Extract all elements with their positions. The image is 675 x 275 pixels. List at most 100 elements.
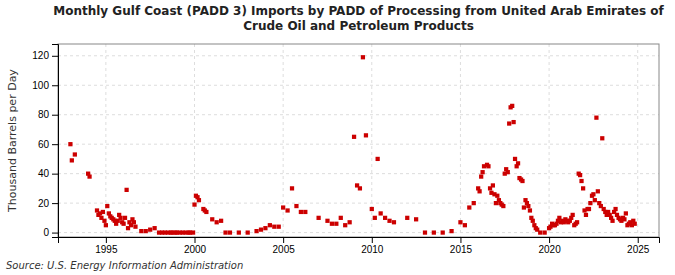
point <box>290 186 294 190</box>
point <box>364 133 368 137</box>
point <box>463 223 467 227</box>
point <box>124 188 128 192</box>
grid-line-x <box>637 44 638 237</box>
point <box>204 210 208 214</box>
point <box>522 205 526 209</box>
point <box>101 210 105 214</box>
point <box>528 208 532 212</box>
grid-line-y <box>58 144 659 145</box>
y-tick-line <box>52 85 58 86</box>
point <box>370 207 374 211</box>
x-axis: 1995200020052010201520202025 <box>59 237 660 255</box>
point <box>588 201 592 205</box>
point <box>70 158 74 162</box>
point <box>507 121 511 125</box>
grid-line-x <box>194 44 195 237</box>
point <box>285 208 289 212</box>
point <box>584 213 588 217</box>
point <box>472 201 476 205</box>
y-tick-line <box>52 144 58 145</box>
point <box>87 174 91 178</box>
grid-line-y <box>58 232 659 233</box>
point <box>299 210 303 214</box>
point <box>259 228 263 232</box>
point <box>197 198 201 202</box>
point <box>477 189 481 193</box>
grid-line-x <box>460 44 461 237</box>
y-tick-line <box>52 56 58 57</box>
point <box>272 225 276 229</box>
y-tick-label: 80 <box>38 109 50 120</box>
point <box>121 222 125 226</box>
point <box>587 207 591 211</box>
point <box>392 220 396 224</box>
y-axis-domain <box>52 45 59 238</box>
point <box>373 216 377 220</box>
point <box>571 213 575 217</box>
x-axis-domain <box>59 238 660 244</box>
y-tick-label: 20 <box>38 198 50 209</box>
point <box>506 170 510 174</box>
y-tick-line <box>52 115 58 116</box>
point <box>383 216 387 220</box>
point <box>622 217 626 221</box>
y-tick-line <box>52 174 58 175</box>
points <box>68 55 637 235</box>
grid-line-y <box>58 55 659 56</box>
point <box>118 216 122 220</box>
point <box>148 228 152 232</box>
x-tick: 2015 <box>450 237 473 255</box>
point <box>510 104 514 108</box>
x-tick-line <box>638 237 639 243</box>
point <box>480 170 484 174</box>
point <box>277 225 281 229</box>
x-tick: 2025 <box>627 237 650 255</box>
point <box>491 183 495 187</box>
y-axis: 0 20 40 60 80 100 120 <box>32 45 58 239</box>
point <box>486 164 490 168</box>
point <box>610 219 614 223</box>
point <box>516 161 520 165</box>
x-tick-label: 2000 <box>184 244 207 255</box>
point <box>361 55 365 59</box>
y-tick-line <box>52 203 58 204</box>
point <box>531 219 535 223</box>
point <box>613 207 617 211</box>
point <box>593 198 597 202</box>
x-tick-line <box>460 237 461 243</box>
point <box>596 189 600 193</box>
point <box>68 142 72 146</box>
point <box>467 205 471 209</box>
point <box>139 229 143 233</box>
point <box>303 210 307 214</box>
grid-line-y <box>58 85 659 86</box>
y-tick: 40 <box>38 168 58 179</box>
point <box>316 216 320 220</box>
point <box>334 222 338 226</box>
point <box>624 211 628 215</box>
point <box>219 219 223 223</box>
point <box>543 230 547 234</box>
point <box>352 135 356 139</box>
y-tick: 120 <box>32 50 58 61</box>
y-tick-label: 60 <box>38 139 50 150</box>
point <box>294 204 298 208</box>
point <box>254 229 258 233</box>
y-tick-label: 100 <box>32 80 49 91</box>
x-tick: 1995 <box>95 237 118 255</box>
point <box>578 173 582 177</box>
y-tick-line <box>52 233 58 234</box>
point <box>387 219 391 223</box>
point <box>376 157 380 161</box>
point <box>441 230 445 234</box>
point <box>633 222 637 226</box>
point <box>228 230 232 234</box>
x-tick-line <box>372 237 373 243</box>
y-tick-label: 0 <box>43 227 49 238</box>
y-tick: 60 <box>38 139 58 150</box>
x-tick: 2010 <box>361 237 384 255</box>
point <box>581 186 585 190</box>
point <box>192 202 196 206</box>
point <box>144 229 148 233</box>
y-tick-label: 120 <box>32 50 49 61</box>
